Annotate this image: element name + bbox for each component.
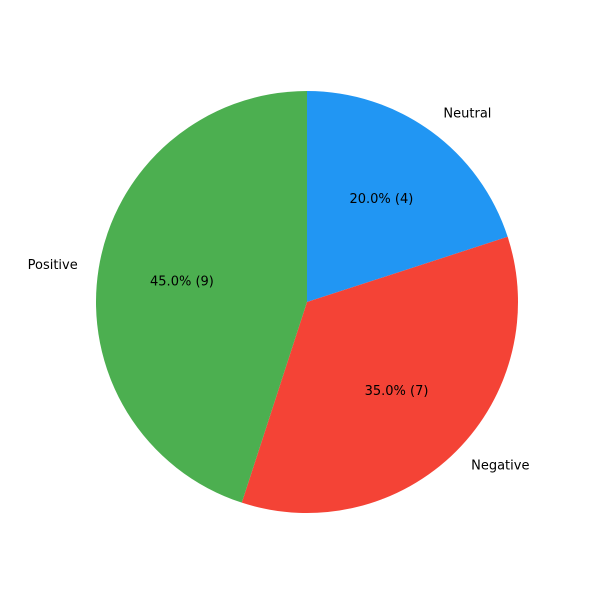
slice-positive [96, 91, 307, 503]
category-label-negative: Negative [471, 459, 529, 474]
percent-label-negative: 35.0% (7) [365, 384, 429, 399]
slice-neutral [307, 91, 508, 302]
slice-negative [241, 236, 518, 513]
category-label-positive: Positive [28, 258, 78, 273]
percent-label-positive: 45.0% (9) [150, 275, 214, 290]
percent-label-neutral: 20.0% (4) [349, 192, 413, 207]
category-label-neutral: Neutral [443, 107, 491, 122]
pie-slices [96, 91, 518, 513]
percent-labels: 20.0% (4) 35.0% (7) 45.0% (9) [150, 192, 428, 399]
category-labels: Neutral Negative Positive [28, 107, 530, 474]
